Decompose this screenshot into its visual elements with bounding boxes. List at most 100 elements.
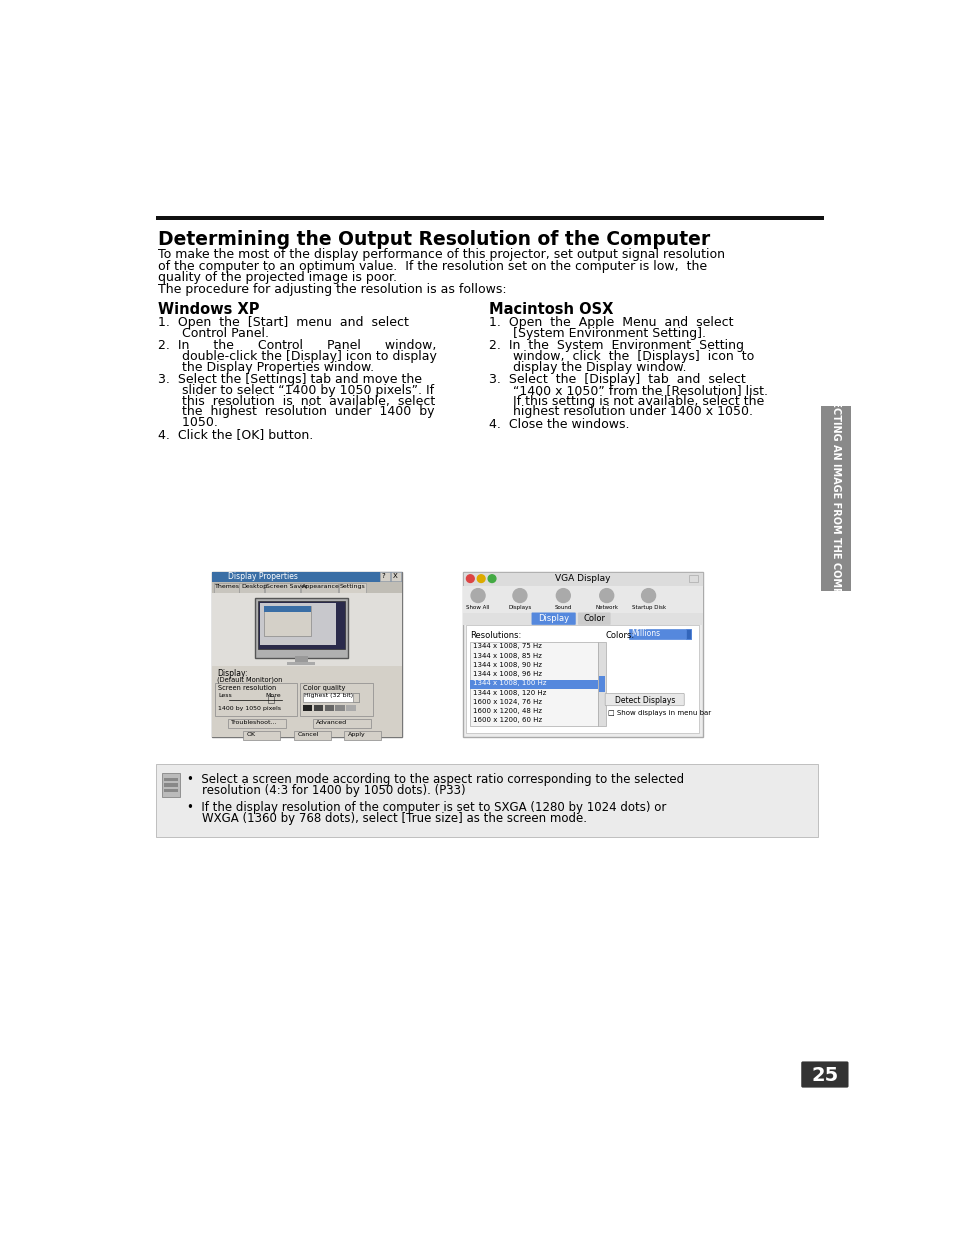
- Bar: [300, 583, 337, 593]
- Text: 4.  Close the windows.: 4. Close the windows.: [488, 417, 629, 431]
- Text: Control Panel.: Control Panel.: [158, 327, 269, 340]
- Bar: [212, 572, 402, 737]
- Text: the Display Properties window.: the Display Properties window.: [158, 361, 374, 374]
- Text: Settings: Settings: [340, 584, 366, 589]
- Bar: [243, 731, 280, 740]
- Text: Display: Display: [537, 614, 568, 622]
- Text: 3.  Select the [Settings] tab and move the: 3. Select the [Settings] tab and move th…: [158, 373, 421, 387]
- Text: Display Properties: Display Properties: [228, 573, 297, 582]
- Text: Detect Displays: Detect Displays: [614, 695, 674, 705]
- Bar: [239, 583, 264, 593]
- Circle shape: [488, 574, 496, 583]
- Text: Displays: Displays: [508, 605, 531, 610]
- Text: display the Display window.: display the Display window.: [488, 361, 686, 374]
- Text: 1344 x 1008, 96 Hz: 1344 x 1008, 96 Hz: [472, 671, 541, 677]
- Bar: [598, 677, 604, 692]
- Bar: [155, 764, 818, 837]
- Bar: [353, 693, 358, 701]
- Bar: [324, 705, 334, 711]
- Text: Resolutions:: Resolutions:: [470, 631, 521, 640]
- FancyBboxPatch shape: [578, 613, 610, 625]
- Text: Cancel: Cancel: [297, 732, 318, 737]
- Bar: [254, 598, 348, 658]
- Text: 3.  Select  the  [Display]  tab  and  select: 3. Select the [Display] tab and select: [488, 373, 745, 387]
- Text: (Default Monitor)on: (Default Monitor)on: [216, 677, 282, 683]
- Text: Determining the Output Resolution of the Computer: Determining the Output Resolution of the…: [158, 230, 709, 248]
- Text: highest resolution under 1400 x 1050.: highest resolution under 1400 x 1050.: [488, 405, 752, 419]
- Text: Themes: Themes: [215, 584, 240, 589]
- Circle shape: [641, 589, 655, 603]
- Text: Appearance: Appearance: [302, 584, 339, 589]
- Text: 1400 by 1050 pixels: 1400 by 1050 pixels: [218, 706, 281, 711]
- Bar: [462, 572, 702, 585]
- Bar: [257, 601, 344, 648]
- Bar: [264, 605, 311, 636]
- Text: PROJECTING AN IMAGE FROM THE COMPUTER: PROJECTING AN IMAGE FROM THE COMPUTER: [830, 374, 841, 622]
- Text: this  resolution  is  not  available,  select: this resolution is not available, select: [158, 395, 435, 408]
- Text: 1600 x 1200, 60 Hz: 1600 x 1200, 60 Hz: [472, 718, 541, 724]
- Bar: [268, 697, 274, 703]
- Bar: [294, 731, 331, 740]
- Text: [System Environment Setting].: [System Environment Setting].: [488, 327, 705, 340]
- Text: Network: Network: [595, 605, 618, 610]
- Bar: [380, 573, 390, 580]
- Text: 4.  Click the [OK] button.: 4. Click the [OK] button.: [158, 429, 313, 441]
- Bar: [265, 583, 299, 593]
- Text: the  highest  resolution  under  1400  by: the highest resolution under 1400 by: [158, 405, 434, 419]
- Bar: [462, 572, 702, 737]
- Text: If this setting is not available, select the: If this setting is not available, select…: [488, 395, 763, 408]
- Bar: [212, 667, 402, 737]
- Text: To make the most of the display performance of this projector, set output signal: To make the most of the display performa…: [158, 248, 724, 262]
- Text: 1344 x 1008, 100 Hz: 1344 x 1008, 100 Hz: [472, 680, 545, 687]
- Bar: [346, 705, 355, 711]
- Bar: [215, 683, 296, 716]
- Text: 25: 25: [810, 1066, 838, 1086]
- Bar: [294, 656, 307, 662]
- Bar: [162, 773, 180, 797]
- Bar: [303, 705, 312, 711]
- Bar: [466, 625, 699, 734]
- Bar: [155, 216, 822, 220]
- Bar: [462, 613, 702, 625]
- Text: ?: ?: [381, 573, 385, 579]
- Text: Apply: Apply: [348, 732, 365, 737]
- Bar: [462, 585, 702, 613]
- Bar: [338, 583, 366, 593]
- Text: 1344 x 1008, 85 Hz: 1344 x 1008, 85 Hz: [472, 652, 541, 658]
- Circle shape: [471, 589, 484, 603]
- Text: 1344 x 1008, 120 Hz: 1344 x 1008, 120 Hz: [472, 689, 545, 695]
- Text: The procedure for adjusting the resolution is as follows:: The procedure for adjusting the resoluti…: [158, 283, 506, 296]
- Text: Desktop: Desktop: [241, 584, 267, 589]
- Text: Less: Less: [218, 693, 232, 698]
- Text: 1344 x 1008, 90 Hz: 1344 x 1008, 90 Hz: [472, 662, 541, 668]
- Text: X: X: [393, 573, 397, 579]
- Bar: [470, 642, 598, 726]
- Text: More: More: [265, 693, 280, 698]
- Bar: [299, 683, 373, 716]
- Bar: [212, 572, 402, 583]
- Bar: [303, 693, 358, 701]
- Bar: [213, 583, 238, 593]
- Text: resolution (4:3 for 1400 by 1050 dots). (P33): resolution (4:3 for 1400 by 1050 dots). …: [187, 784, 465, 798]
- Text: •  Select a screen mode according to the aspect ratio corresponding to the selec: • Select a screen mode according to the …: [187, 773, 683, 787]
- Bar: [629, 629, 691, 640]
- Text: “1400 x 1050” from the [Resolution] list.: “1400 x 1050” from the [Resolution] list…: [488, 384, 767, 396]
- Text: WXGA (1360 by 768 dots), select [True size] as the screen mode.: WXGA (1360 by 768 dots), select [True si…: [187, 811, 586, 825]
- Text: Color quality: Color quality: [303, 685, 345, 690]
- Bar: [264, 605, 311, 611]
- Text: Windows XP: Windows XP: [158, 303, 259, 317]
- Text: Macintosh OSX: Macintosh OSX: [488, 303, 613, 317]
- Text: 2.  In  the  System  Environment  Setting: 2. In the System Environment Setting: [488, 340, 743, 352]
- Circle shape: [556, 589, 570, 603]
- Text: 2.  In      the      Control      Panel      window,: 2. In the Control Panel window,: [158, 340, 436, 352]
- Bar: [228, 719, 286, 727]
- Text: 1600 x 1200, 48 Hz: 1600 x 1200, 48 Hz: [472, 708, 541, 714]
- Text: Highest (32 bit): Highest (32 bit): [304, 693, 354, 698]
- Text: 1050.: 1050.: [158, 416, 217, 429]
- Bar: [212, 593, 402, 667]
- Text: Show All: Show All: [466, 605, 489, 610]
- Bar: [391, 573, 400, 580]
- Text: Color: Color: [582, 614, 605, 622]
- Text: Screen Saver: Screen Saver: [266, 584, 308, 589]
- Text: Sound: Sound: [554, 605, 572, 610]
